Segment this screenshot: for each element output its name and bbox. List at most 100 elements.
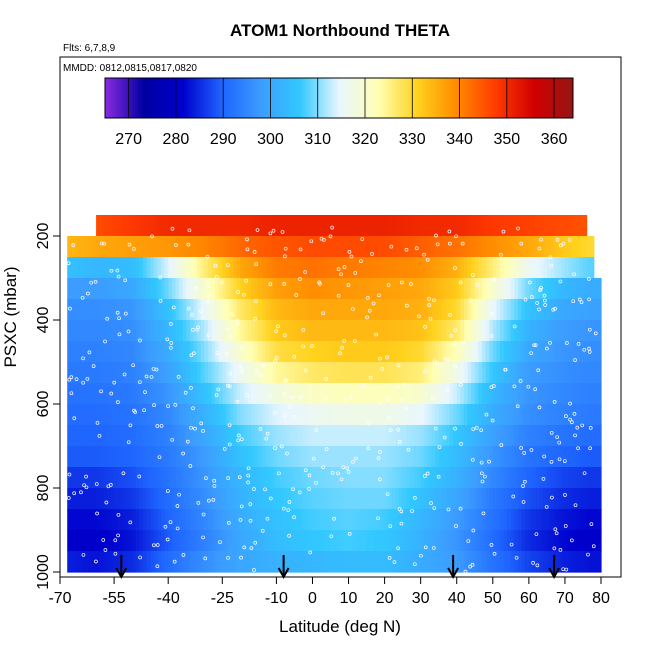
heatmap-cell: [597, 278, 602, 300]
sample-point: [549, 263, 554, 268]
sample-point: [565, 341, 569, 345]
heatmap-cell: [135, 236, 140, 258]
heatmap-cell: [157, 299, 162, 321]
heatmap-cell: [175, 551, 180, 573]
heatmap-cell: [568, 320, 573, 342]
heatmap-cell: [121, 446, 126, 468]
heatmap-cell: [265, 509, 270, 531]
heatmap-cell: [247, 467, 252, 489]
heatmap-cell: [568, 404, 573, 426]
heatmap-cell: [114, 509, 119, 531]
heatmap-cell: [283, 425, 288, 447]
sample-point: [222, 446, 227, 451]
heatmap-cell: [485, 530, 490, 552]
heatmap-cell: [478, 320, 483, 342]
heatmap-cell: [590, 404, 595, 426]
heatmap-cell: [406, 383, 411, 405]
heatmap-cell: [572, 446, 577, 468]
heatmap-cell: [474, 383, 479, 405]
heatmap-cell: [557, 509, 562, 531]
sample-point: [541, 476, 546, 481]
colorbar-tick-label: 270: [115, 131, 142, 148]
heatmap-cell: [510, 404, 516, 426]
heatmap-cell: [103, 383, 108, 405]
heatmap-cell: [496, 257, 501, 279]
heatmap-cell: [496, 530, 501, 552]
heatmap-cell: [406, 425, 411, 447]
heatmap-cell: [272, 404, 277, 426]
heatmap-cell: [481, 551, 487, 573]
heatmap-cell: [200, 278, 205, 300]
heatmap-cell: [121, 425, 126, 447]
heatmap-cell: [171, 362, 177, 384]
heatmap-cell: [132, 299, 137, 321]
heatmap-cell: [197, 425, 202, 447]
heatmap-cell: [207, 488, 213, 510]
heatmap-cell: [409, 530, 415, 552]
heatmap-cell: [582, 488, 588, 510]
heatmap-cell: [456, 530, 461, 552]
heatmap-cell: [503, 383, 508, 405]
heatmap-cell: [215, 488, 220, 510]
heatmap-cell: [514, 320, 519, 342]
heatmap-cell: [427, 236, 433, 258]
heatmap-cell: [521, 362, 526, 384]
heatmap-cell: [503, 299, 508, 321]
sample-point: [353, 271, 358, 275]
heatmap-cell: [431, 530, 436, 552]
heatmap-cell: [536, 530, 541, 552]
sample-point: [417, 314, 421, 319]
sample-point: [225, 383, 230, 388]
sample-point: [235, 322, 240, 327]
heatmap-cell: [366, 341, 371, 363]
heatmap-cell: [121, 551, 126, 573]
heatmap-cell: [442, 299, 447, 321]
heatmap-cell: [492, 509, 498, 531]
sample-point: [555, 237, 560, 242]
heatmap-cell: [200, 299, 205, 321]
heatmap-cell: [341, 215, 346, 237]
heatmap-cell: [142, 551, 148, 573]
sample-point: [86, 291, 90, 296]
heatmap-cell: [514, 278, 519, 300]
heatmap-cell: [384, 278, 389, 300]
heatmap-cell: [413, 488, 418, 510]
heatmap-cell: [247, 446, 252, 468]
heatmap-cell: [88, 299, 94, 321]
sample-point: [474, 426, 479, 430]
heatmap-cell: [272, 509, 277, 531]
heatmap-cell: [312, 551, 317, 573]
heatmap-cell: [254, 236, 259, 258]
heatmap-cell: [67, 509, 72, 531]
sample-point: [328, 234, 333, 239]
heatmap-cell: [305, 362, 310, 384]
heatmap-cell: [96, 404, 101, 426]
heatmap-cell: [240, 236, 245, 258]
sample-point: [226, 555, 230, 560]
heatmap-cell: [225, 467, 231, 489]
heatmap-cell: [575, 320, 580, 342]
heatmap-cell: [290, 551, 296, 573]
heatmap-cell: [528, 425, 534, 447]
heatmap-cell: [355, 551, 360, 573]
heatmap-cell: [575, 299, 580, 321]
heatmap-cell: [362, 215, 368, 237]
heatmap-cell: [539, 320, 544, 342]
heatmap-cell: [420, 446, 425, 468]
heatmap-cell: [74, 467, 79, 489]
heatmap-cell: [572, 425, 577, 447]
heatmap-cell: [471, 488, 476, 510]
heatmap-cell: [438, 383, 443, 405]
heatmap-cell: [283, 257, 288, 279]
sample-point: [518, 379, 523, 383]
heatmap-cell: [153, 509, 158, 531]
heatmap-cell: [435, 446, 440, 468]
sample-point: [116, 533, 120, 538]
heatmap-cell: [204, 467, 209, 489]
heatmap-cell: [424, 257, 429, 279]
heatmap-cell: [355, 257, 360, 279]
heatmap-cell: [215, 299, 220, 321]
heatmap-cell: [142, 509, 148, 531]
heatmap-cell: [550, 215, 555, 237]
sample-point: [576, 342, 581, 346]
